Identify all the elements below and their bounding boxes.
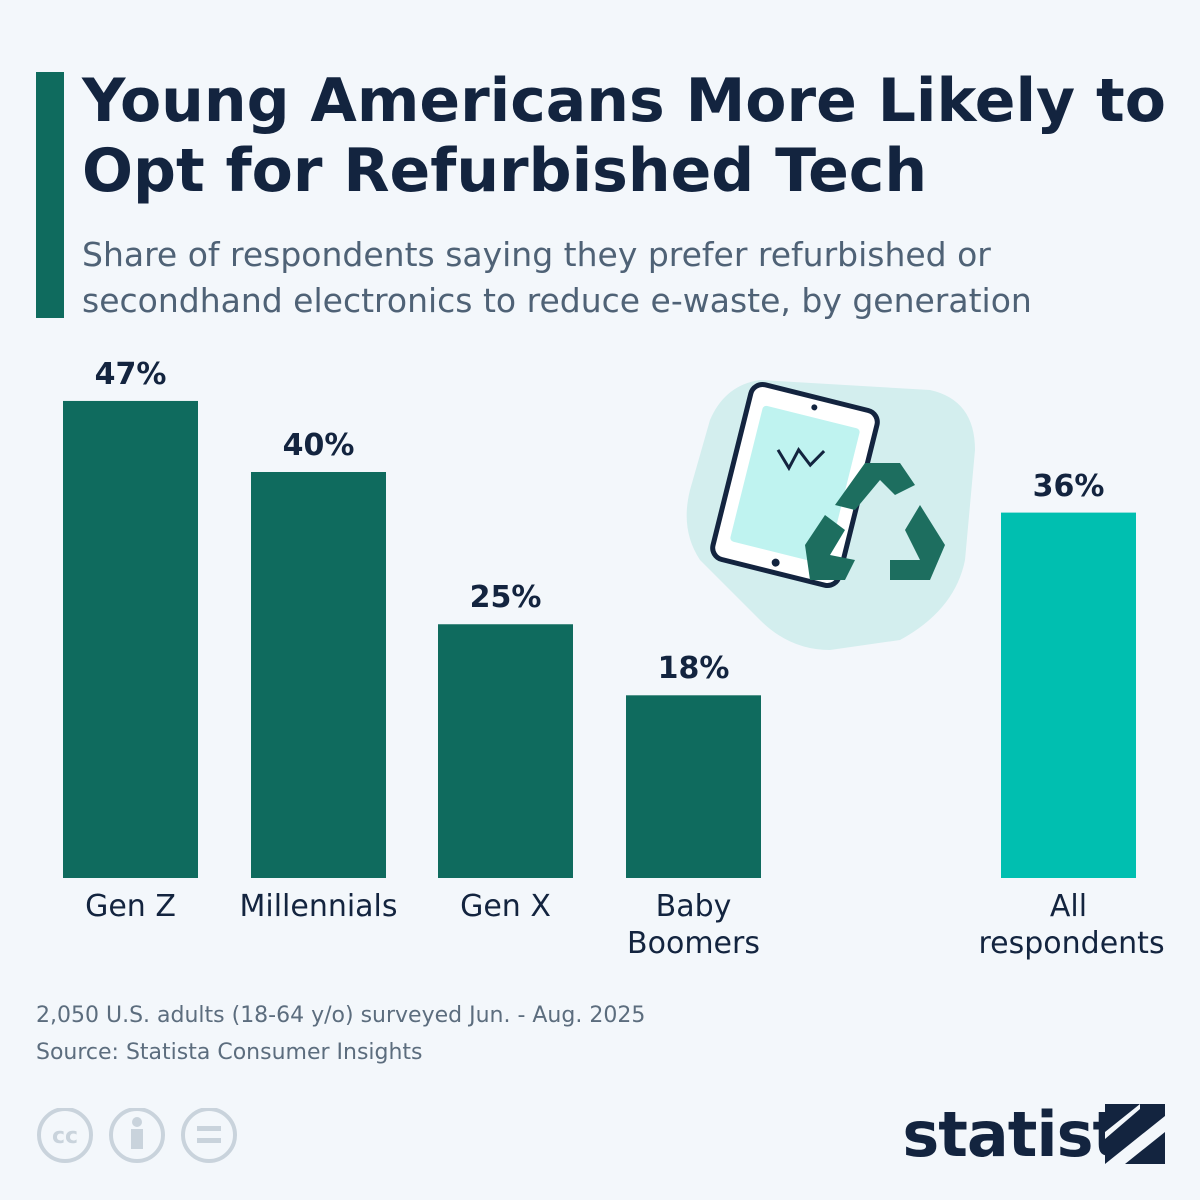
illustration: [686, 380, 975, 650]
license-icons: cc: [37, 1108, 237, 1163]
title-accent: [36, 72, 64, 318]
x-tick-label: Gen Z: [85, 889, 176, 924]
chart-title: Young Americans More Likely to Opt for R…: [82, 66, 1166, 206]
value-label: 25%: [469, 580, 542, 616]
bar: [251, 472, 386, 878]
x-tick-label: Baby Boomers: [627, 889, 760, 961]
value-label: 40%: [282, 428, 355, 463]
footnote: 2,050 U.S. adults (18-64 y/o) surveyed J…: [36, 1003, 646, 1028]
bar: [626, 695, 761, 878]
x-tick-label: Millennials: [239, 889, 398, 924]
x-tick-label: All respondents: [978, 889, 1165, 961]
value-label: 36%: [1032, 468, 1105, 504]
svg-text:cc: cc: [52, 1124, 78, 1149]
value-label: 18%: [657, 651, 730, 687]
bar: [63, 400, 198, 878]
bar: [1001, 512, 1136, 878]
x-tick-label: Gen X: [460, 889, 551, 924]
chart: [63, 380, 1136, 878]
bar: [438, 624, 573, 878]
brand-mark: [1105, 1104, 1165, 1164]
value-label: 47%: [94, 356, 167, 392]
chart-subtitle: Share of respondents saying they prefer …: [82, 235, 1032, 320]
source: Source: Statista Consumer Insights: [36, 1040, 423, 1065]
